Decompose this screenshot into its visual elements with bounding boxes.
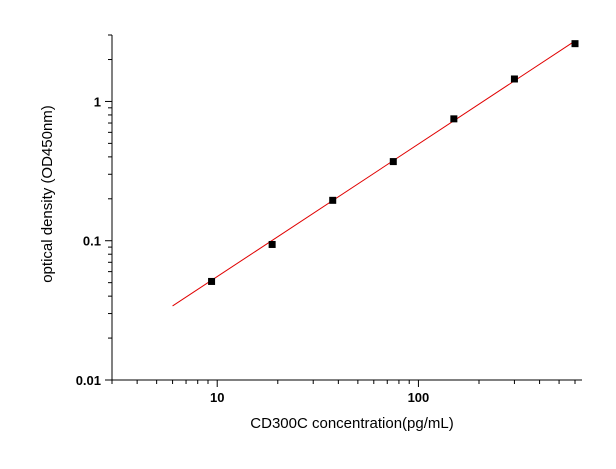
- data-point: [268, 240, 276, 248]
- data-point: [450, 115, 458, 123]
- y-tick-label: 1: [94, 94, 101, 109]
- data-points: [208, 40, 579, 285]
- x-ticks: 10 100: [111, 380, 576, 405]
- data-point: [208, 277, 216, 285]
- y-tick-label: 0.01: [76, 373, 101, 388]
- data-point: [329, 196, 337, 204]
- y-tick-label: 0.1: [83, 234, 101, 249]
- fit-line: [172, 40, 576, 307]
- data-point: [389, 158, 397, 166]
- y-ticks: 0.01 0.1 1: [76, 34, 112, 388]
- x-tick-label: 100: [408, 390, 430, 405]
- data-point: [510, 75, 518, 83]
- y-axis-title: optical density (OD450nm): [39, 105, 56, 283]
- x-tick-label: 10: [210, 390, 224, 405]
- x-axis-title: CD300C concentration(pg/mL): [250, 415, 453, 432]
- data-point: [571, 40, 579, 48]
